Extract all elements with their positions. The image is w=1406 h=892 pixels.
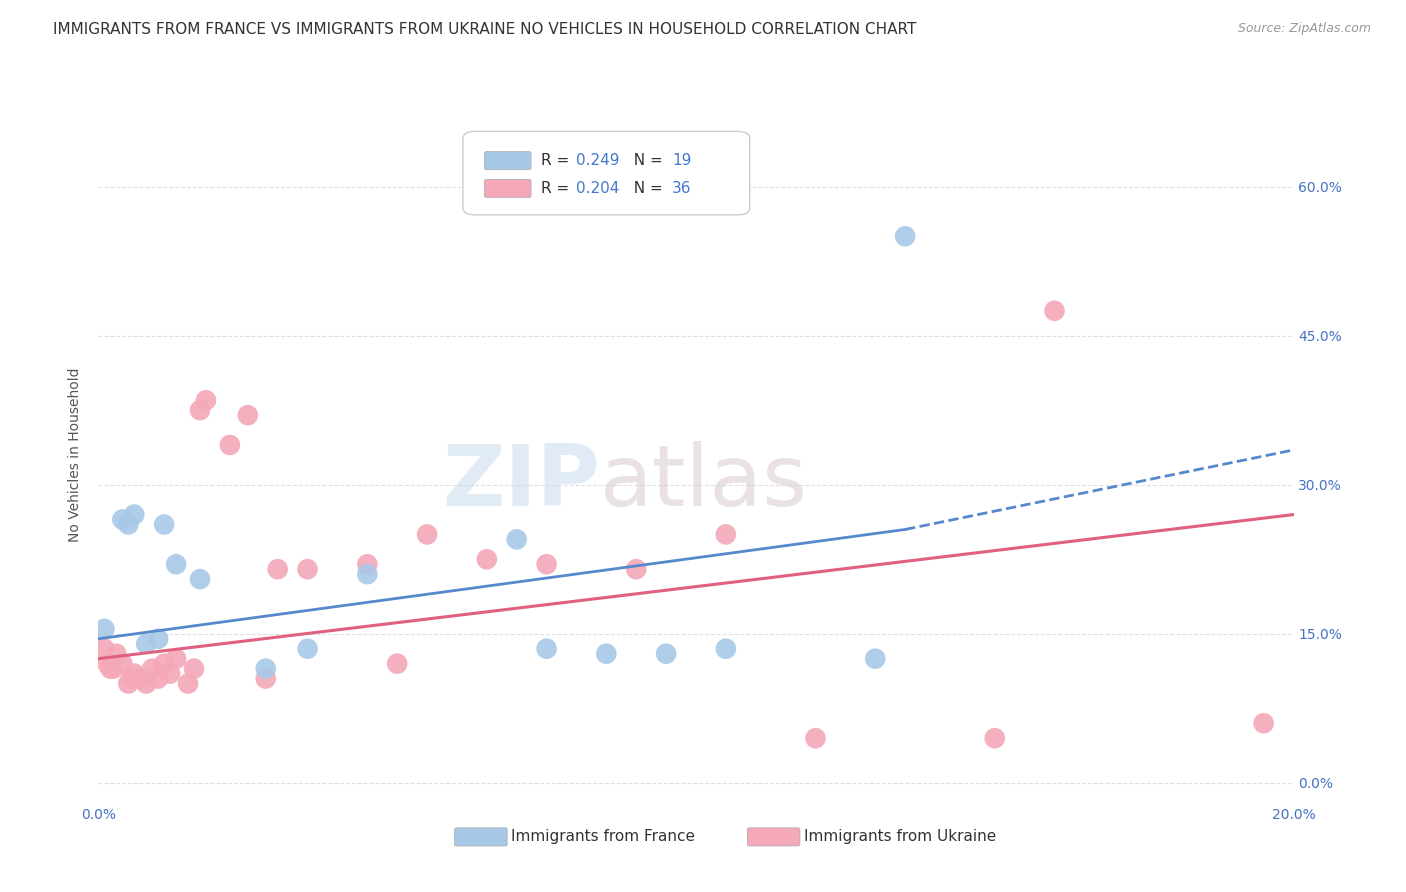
Point (124, 666, 146, 681)
Legend: , : , (547, 115, 606, 172)
Point (188, 403, 211, 417)
Point (135, 637, 157, 651)
Point (865, 651, 887, 665)
Text: Immigrants from Ukraine: Immigrants from Ukraine (804, 829, 995, 844)
Point (894, 229, 917, 244)
Point (804, 731, 827, 746)
Point (96, 657, 118, 671)
Point (297, 641, 319, 656)
Text: N =: N = (624, 181, 668, 196)
Point (626, 562, 648, 576)
FancyBboxPatch shape (748, 828, 800, 846)
Text: Immigrants from France: Immigrants from France (510, 829, 695, 844)
FancyBboxPatch shape (463, 131, 749, 215)
Point (267, 562, 290, 576)
Point (183, 662, 205, 676)
Point (416, 527, 439, 541)
Point (714, 527, 737, 541)
Point (188, 572, 211, 586)
Text: IMMIGRANTS FROM FRANCE VS IMMIGRANTS FROM UKRAINE NO VEHICLES IN HOUSEHOLD CORRE: IMMIGRANTS FROM FRANCE VS IMMIGRANTS FRO… (53, 22, 917, 37)
Point (117, 676, 139, 690)
Point (595, 647, 617, 661)
Y-axis label: No Vehicles in Household: No Vehicles in Household (69, 368, 83, 542)
Point (297, 562, 319, 576)
Text: R =: R = (541, 181, 574, 196)
Text: 19: 19 (672, 153, 692, 168)
Point (385, 657, 409, 671)
Point (254, 662, 277, 676)
Point (714, 641, 737, 656)
Point (93, 641, 115, 656)
Point (148, 632, 170, 646)
Point (536, 641, 558, 656)
Point (536, 558, 558, 572)
Text: 36: 36 (672, 181, 692, 196)
Point (93, 622, 115, 636)
Point (165, 651, 187, 665)
Point (177, 676, 200, 690)
Point (111, 512, 134, 526)
Point (153, 517, 176, 532)
Point (124, 508, 146, 522)
Point (236, 408, 259, 422)
Text: 0.204: 0.204 (576, 181, 620, 196)
FancyBboxPatch shape (485, 152, 531, 169)
Point (135, 676, 157, 690)
Point (1043, 303, 1066, 318)
Point (1253, 716, 1275, 731)
Text: N =: N = (624, 153, 668, 168)
FancyBboxPatch shape (485, 179, 531, 197)
Point (356, 567, 378, 582)
Point (105, 647, 128, 661)
Text: R =: R = (541, 153, 574, 168)
Point (195, 393, 218, 408)
Point (111, 657, 134, 671)
Text: ZIP: ZIP (443, 442, 600, 524)
Text: atlas: atlas (600, 442, 808, 524)
Point (117, 517, 139, 532)
Point (129, 672, 152, 686)
FancyBboxPatch shape (454, 828, 508, 846)
Text: 0.249: 0.249 (576, 153, 620, 168)
Point (254, 672, 277, 686)
Point (103, 662, 125, 676)
Point (506, 533, 529, 547)
Point (148, 672, 170, 686)
Point (475, 552, 498, 566)
Point (165, 558, 187, 572)
Point (655, 647, 678, 661)
Point (159, 666, 181, 681)
Point (219, 438, 242, 452)
Point (153, 657, 176, 671)
Point (98, 662, 122, 676)
Point (356, 558, 378, 572)
Point (120, 672, 142, 686)
Text: Source: ZipAtlas.com: Source: ZipAtlas.com (1237, 22, 1371, 36)
Point (141, 662, 163, 676)
Point (984, 731, 1007, 746)
